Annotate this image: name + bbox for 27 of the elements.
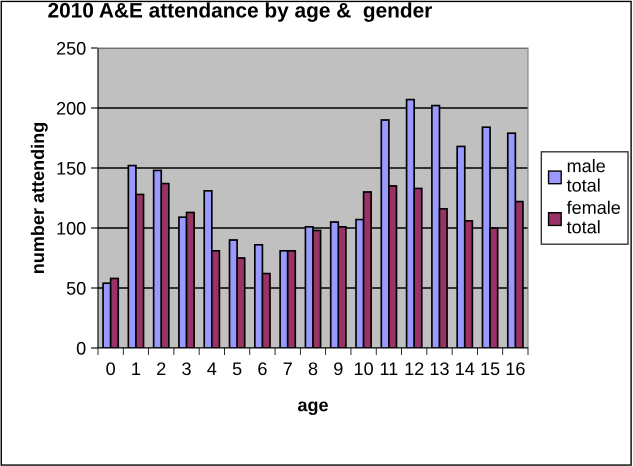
x-tick-label: 6 [258, 362, 267, 376]
x-tick-label: 5 [232, 362, 242, 376]
y-axis-title: number attending [30, 122, 48, 274]
x-axis-title: age [298, 401, 328, 415]
x-tick-label: 3 [182, 362, 191, 376]
x-tick-label: 12 [406, 362, 424, 375]
chart-title: 2010 A&E attendance by age & gender [48, 2, 432, 22]
y-tick-label: 0 [76, 342, 86, 355]
x-tick-label: 8 [308, 362, 318, 376]
x-tick-label: 13 [430, 362, 449, 376]
y-tick-label: 250 [56, 42, 86, 55]
y-tick-label: 100 [57, 222, 86, 235]
x-tick-label: 14 [456, 362, 474, 375]
y-tick-label: 50 [66, 282, 86, 295]
x-tick-label: 0 [106, 362, 115, 376]
x-tick-label: 10 [354, 362, 373, 376]
x-tick-label: 16 [506, 362, 525, 376]
x-tick-label: 2 [157, 362, 166, 375]
x-tick-label: 1 [132, 362, 140, 375]
legend-label: female total [566, 200, 620, 234]
x-tick-label: 4 [207, 362, 216, 375]
y-tick-label: 200 [56, 102, 86, 115]
x-tick-label: 15 [481, 362, 500, 376]
x-tick-label: 9 [334, 362, 342, 376]
x-tick-label: 7 [284, 362, 292, 375]
x-tick-label: 11 [380, 362, 398, 375]
y-tick-label: 150 [57, 162, 86, 175]
